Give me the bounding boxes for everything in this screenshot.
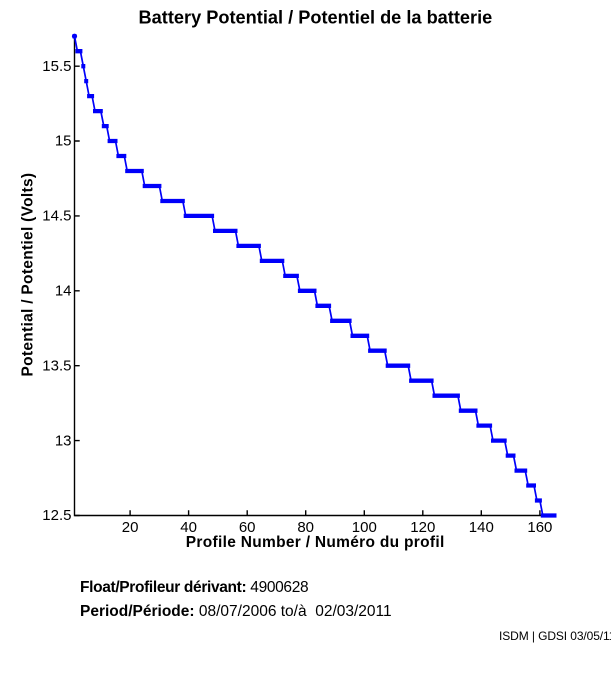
svg-text:14.5: 14.5 bbox=[42, 208, 71, 225]
svg-text:160: 160 bbox=[527, 519, 552, 536]
svg-text:12.5: 12.5 bbox=[42, 507, 71, 524]
svg-text:Float/Profileur dérivant: 4900: Float/Profileur dérivant: 4900628 bbox=[80, 579, 308, 596]
svg-text:20: 20 bbox=[122, 519, 139, 536]
svg-text:Potential / Potentiel (Volts): Potential / Potentiel (Volts) bbox=[19, 173, 36, 377]
svg-text:100: 100 bbox=[352, 519, 377, 536]
svg-text:60: 60 bbox=[239, 519, 256, 536]
svg-text:14: 14 bbox=[55, 283, 72, 300]
svg-text:13.5: 13.5 bbox=[42, 357, 71, 374]
svg-text:ISDM | GDSI 03/05/11: ISDM | GDSI 03/05/11 bbox=[499, 629, 611, 643]
svg-text:140: 140 bbox=[469, 519, 494, 536]
svg-text:80: 80 bbox=[297, 519, 314, 536]
svg-text:15.5: 15.5 bbox=[42, 58, 71, 75]
svg-text:15: 15 bbox=[55, 133, 72, 150]
svg-text:Battery Potential / Potentiel: Battery Potential / Potentiel de la batt… bbox=[139, 8, 493, 28]
svg-text:Profile Number / Numéro du pro: Profile Number / Numéro du profil bbox=[186, 534, 445, 551]
svg-text:120: 120 bbox=[410, 519, 435, 536]
svg-text:40: 40 bbox=[180, 519, 197, 536]
svg-text:Period/Période: 08/07/2006 to/: Period/Période: 08/07/2006 to/à 02/03/20… bbox=[80, 603, 392, 620]
svg-text:13: 13 bbox=[55, 432, 72, 449]
